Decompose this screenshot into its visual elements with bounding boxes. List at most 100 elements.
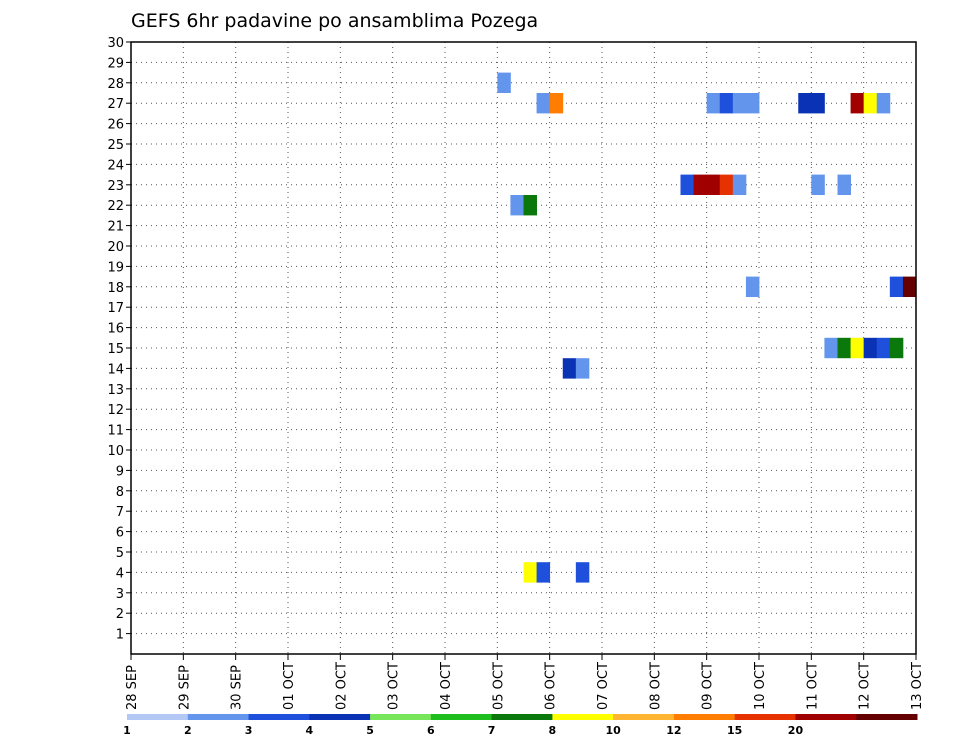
- y-tick-label: 12: [107, 403, 124, 418]
- precip-cell: [524, 195, 537, 215]
- precip-cell: [824, 338, 837, 358]
- y-tick-label: 17: [107, 301, 124, 316]
- precip-cell: [838, 338, 851, 358]
- x-tick-label: 29 SEP: [177, 665, 192, 710]
- precip-cell: [798, 93, 811, 113]
- chart-title: GEFS 6hr padavine po ansamblima Pozega: [131, 10, 538, 32]
- precip-cell: [733, 93, 746, 113]
- precip-cell: [537, 562, 550, 582]
- precip-cell: [720, 175, 733, 195]
- x-tick-label: 02 OCT: [334, 662, 349, 710]
- colorbar-label: 15: [727, 724, 742, 737]
- y-tick-label: 3: [116, 587, 124, 602]
- precip-cell: [563, 358, 576, 378]
- y-tick-label: 19: [107, 260, 124, 275]
- colorbar-label: 20: [788, 724, 804, 737]
- colorbar-label: 5: [366, 724, 374, 737]
- x-tick-label: 30 SEP: [230, 665, 245, 710]
- y-tick-label: 26: [107, 118, 124, 133]
- colorbar-label: 4: [305, 724, 313, 737]
- colorbar-label: 2: [184, 724, 192, 737]
- precip-cell: [733, 175, 746, 195]
- precip-cell: [864, 338, 877, 358]
- y-tick-label: 1: [116, 628, 124, 643]
- x-tick-label: 11 OCT: [805, 662, 820, 710]
- precip-cell: [497, 73, 510, 93]
- colorbar-label: 6: [427, 724, 435, 737]
- y-tick-label: 20: [107, 240, 124, 255]
- y-tick-label: 16: [107, 322, 124, 337]
- colorbar-swatch: [492, 714, 553, 720]
- y-tick-label: 5: [116, 546, 124, 561]
- precip-cell: [707, 93, 720, 113]
- y-axis: 1234567891011121314151617181920212223242…: [107, 36, 131, 643]
- colorbar-swatch: [431, 714, 492, 720]
- precip-cell: [811, 93, 824, 113]
- x-tick-label: 01 OCT: [282, 662, 297, 710]
- precip-cell: [811, 175, 824, 195]
- y-tick-label: 13: [107, 383, 124, 398]
- y-tick-label: 25: [107, 138, 124, 153]
- x-tick-label: 09 OCT: [701, 662, 716, 710]
- y-tick-label: 24: [107, 158, 124, 173]
- precip-cell: [864, 93, 877, 113]
- precip-cell: [746, 93, 759, 113]
- y-tick-label: 4: [116, 566, 124, 581]
- colorbar-swatch: [674, 714, 735, 720]
- colorbar-swatch: [370, 714, 431, 720]
- precip-cell: [576, 358, 589, 378]
- y-tick-label: 6: [116, 526, 124, 541]
- y-tick-label: 15: [107, 342, 124, 357]
- x-tick-label: 03 OCT: [387, 662, 402, 710]
- precip-cell: [890, 338, 903, 358]
- precip-cell: [524, 562, 537, 582]
- precip-cell: [903, 277, 916, 297]
- precip-cell: [851, 93, 864, 113]
- colorbar-swatch: [309, 714, 370, 720]
- colorbar-swatch: [188, 714, 249, 720]
- y-tick-label: 9: [116, 464, 124, 479]
- y-tick-label: 11: [107, 424, 124, 439]
- y-tick-label: 23: [107, 179, 124, 194]
- colorbar-swatch: [735, 714, 796, 720]
- colorbar: 1 2 3 4 5 6 7 8 10 12 15 20: [123, 714, 917, 737]
- y-tick-label: 30: [107, 36, 124, 51]
- precip-cell: [550, 93, 563, 113]
- colorbar-label: 10: [605, 724, 621, 737]
- precip-cell: [851, 338, 864, 358]
- y-tick-label: 28: [107, 77, 124, 92]
- colorbar-swatch: [613, 714, 674, 720]
- colorbar-label: 7: [488, 724, 496, 737]
- precip-cell: [537, 93, 550, 113]
- colorbar-label: 1: [123, 724, 131, 737]
- x-axis: 28 SEP 29 SEP 30 SEP 01 OCT 02 OCT 03 OCT 04 O…: [125, 654, 925, 710]
- x-tick-label: 04 OCT: [439, 662, 454, 710]
- precip-cell: [681, 175, 694, 195]
- colorbar-swatch: [856, 714, 917, 720]
- precip-cell: [838, 175, 851, 195]
- y-tick-label: 14: [107, 362, 124, 377]
- precip-cell: [890, 277, 903, 297]
- colorbar-label: 3: [245, 724, 253, 737]
- x-tick-label: 28 SEP: [125, 665, 140, 710]
- precip-cell: [694, 175, 707, 195]
- precip-cell: [746, 277, 759, 297]
- x-tick-label: 06 OCT: [544, 662, 559, 710]
- colorbar-label: 8: [549, 724, 557, 737]
- x-tick-label: 05 OCT: [491, 662, 506, 710]
- x-tick-label: 08 OCT: [648, 662, 663, 710]
- x-tick-label: 10 OCT: [753, 662, 768, 710]
- x-tick-label: 07 OCT: [596, 662, 611, 710]
- x-tick-label: 12 OCT: [858, 662, 873, 710]
- precip-cell: [576, 562, 589, 582]
- y-tick-label: 8: [116, 485, 124, 500]
- y-tick-label: 2: [116, 607, 124, 622]
- y-tick-label: 22: [107, 199, 124, 214]
- y-tick-label: 29: [107, 56, 124, 71]
- colorbar-swatch: [249, 714, 310, 720]
- colorbar-swatch: [127, 714, 188, 720]
- y-tick-label: 10: [107, 444, 124, 459]
- colorbar-swatch: [795, 714, 856, 720]
- y-tick-label: 21: [107, 220, 124, 235]
- precip-cell: [877, 338, 890, 358]
